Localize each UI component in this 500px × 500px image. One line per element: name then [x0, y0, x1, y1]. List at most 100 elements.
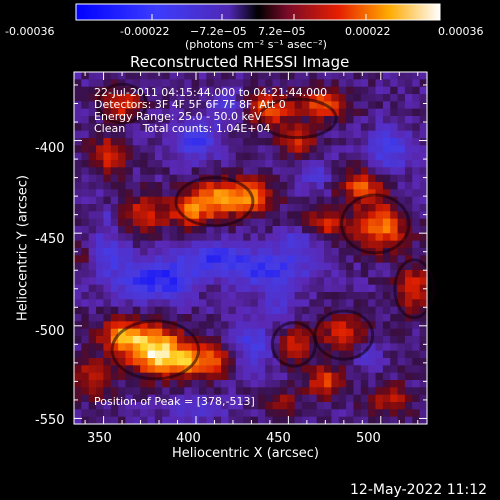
heatmap-cell	[273, 387, 281, 395]
heatmap-cell	[125, 248, 133, 256]
heatmap-cell	[236, 153, 244, 161]
heatmap-cell	[405, 343, 413, 351]
heatmap-cell	[96, 145, 104, 153]
heatmap-cell	[111, 175, 119, 183]
heatmap-cell	[302, 226, 310, 234]
heatmap-cell	[155, 233, 163, 241]
heatmap-cell	[405, 101, 413, 109]
heatmap-cell	[133, 336, 141, 344]
heatmap-cell	[103, 211, 111, 219]
heatmap-cell	[74, 292, 82, 300]
heatmap-cell	[273, 417, 281, 425]
heatmap-cell	[148, 241, 156, 249]
heatmap-cell	[140, 226, 148, 234]
heatmap-cell	[412, 402, 420, 410]
heatmap-cell	[125, 175, 133, 183]
heatmap-cell	[405, 351, 413, 359]
heatmap-cell	[331, 409, 339, 417]
heatmap-cell	[412, 248, 420, 256]
heatmap-cell	[162, 292, 170, 300]
heatmap-cell	[177, 145, 185, 153]
heatmap-cell	[368, 263, 376, 271]
heatmap-cell	[214, 211, 222, 219]
heatmap-cell	[324, 336, 332, 344]
heatmap-cell	[140, 292, 148, 300]
heatmap-cell	[390, 307, 398, 315]
heatmap-cell	[383, 387, 391, 395]
heatmap-cell	[339, 160, 347, 168]
heatmap-cell	[346, 153, 354, 161]
heatmap-cell	[309, 204, 317, 212]
heatmap-cell	[346, 167, 354, 175]
heatmap-cell	[74, 417, 82, 425]
heatmap-cell	[125, 182, 133, 190]
heatmap-cell	[295, 292, 303, 300]
heatmap-cell	[148, 336, 156, 344]
heatmap-cell	[155, 248, 163, 256]
heatmap-cell	[74, 160, 82, 168]
heatmap-cell	[368, 226, 376, 234]
heatmap-cell	[412, 131, 420, 139]
heatmap-cell	[155, 145, 163, 153]
heatmap-cell	[339, 336, 347, 344]
heatmap-cell	[405, 131, 413, 139]
heatmap-cell	[295, 409, 303, 417]
heatmap-cell	[103, 336, 111, 344]
heatmap-cell	[199, 167, 207, 175]
heatmap-cell	[103, 314, 111, 322]
heatmap-cell	[324, 387, 332, 395]
heatmap-cell	[420, 72, 428, 80]
heatmap-cell	[162, 358, 170, 366]
heatmap-cell	[125, 241, 133, 249]
heatmap-cell	[317, 387, 325, 395]
heatmap-cell	[390, 211, 398, 219]
heatmap-cell	[111, 299, 119, 307]
heatmap-cell	[265, 182, 273, 190]
heatmap-cell	[155, 285, 163, 293]
heatmap-cell	[214, 145, 222, 153]
heatmap-cell	[103, 248, 111, 256]
heatmap-cell	[302, 387, 310, 395]
heatmap-cell	[74, 387, 82, 395]
heatmap-cell	[287, 299, 295, 307]
heatmap-cell	[140, 358, 148, 366]
heatmap-cell	[405, 116, 413, 124]
heatmap-cell	[265, 358, 273, 366]
heatmap-cell	[81, 402, 89, 410]
heatmap-cell	[206, 189, 214, 197]
heatmap-cell	[96, 204, 104, 212]
heatmap-cell	[155, 307, 163, 315]
heatmap-cell	[368, 255, 376, 263]
heatmap-cell	[133, 204, 141, 212]
heatmap-cell	[265, 248, 273, 256]
heatmap-cell	[412, 292, 420, 300]
heatmap-cell	[177, 160, 185, 168]
heatmap-cell	[317, 255, 325, 263]
heatmap-cell	[280, 285, 288, 293]
heatmap-cell	[420, 219, 428, 227]
heatmap-cell	[280, 123, 288, 131]
heatmap-cell	[228, 182, 236, 190]
heatmap-cell	[155, 219, 163, 227]
heatmap-cell	[353, 343, 361, 351]
heatmap-cell	[280, 233, 288, 241]
heatmap-cell	[111, 197, 119, 205]
heatmap-cell	[361, 285, 369, 293]
heatmap-cell	[192, 263, 200, 271]
heatmap-cell	[376, 94, 384, 102]
heatmap-cell	[302, 189, 310, 197]
heatmap-cell	[258, 343, 266, 351]
heatmap-cell	[192, 197, 200, 205]
heatmap-cell	[405, 329, 413, 337]
heatmap-cell	[236, 358, 244, 366]
heatmap-cell	[353, 72, 361, 80]
heatmap-cell	[273, 226, 281, 234]
heatmap-cell	[155, 204, 163, 212]
heatmap-cell	[324, 395, 332, 403]
heatmap-cell	[170, 72, 178, 80]
heatmap-cell	[74, 336, 82, 344]
heatmap-cell	[125, 72, 133, 80]
heatmap-cell	[258, 167, 266, 175]
heatmap-cell	[346, 417, 354, 425]
